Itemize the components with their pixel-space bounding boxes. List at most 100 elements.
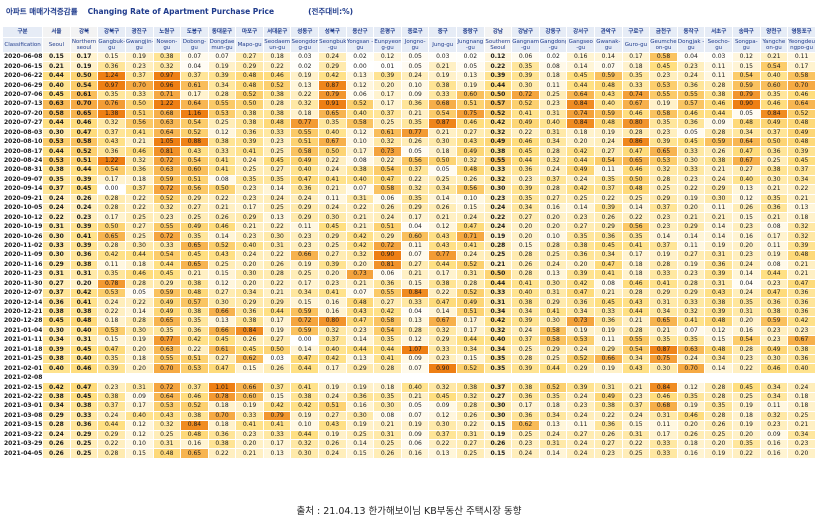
heatmap-cell: 0.43: [704, 287, 733, 299]
heatmap-cell: 0.47: [731, 146, 761, 157]
heatmap-cell: 0.24: [318, 51, 347, 63]
heatmap-cell: 0.65: [180, 448, 209, 459]
heatmap-cell: 0.35: [511, 61, 540, 72]
heatmap-cell: 0.31: [69, 335, 99, 346]
heatmap-cell: 0.37: [124, 184, 154, 195]
heatmap-cell: 0.32: [290, 99, 320, 110]
column-header-english: Mapo-gu: [235, 37, 264, 53]
heatmap-cell: 0.21: [759, 212, 789, 223]
heatmap-cell: 0.39: [483, 70, 513, 82]
heatmap-cell: 0.26: [373, 202, 402, 214]
heatmap-cell: 0.11: [704, 61, 733, 72]
heatmap-cell: 0.19: [400, 420, 430, 431]
heatmap-cell: 0.44: [483, 80, 513, 91]
heatmap-cell: 0.41: [676, 316, 706, 327]
heatmap-cell: 0.19: [345, 420, 375, 431]
heatmap-cell: 0.36: [511, 165, 540, 176]
heatmap-cell: [318, 372, 347, 384]
heatmap-cell: 0.10: [345, 136, 375, 148]
heatmap-cell: 0.42: [97, 250, 126, 261]
heatmap-cell: 0.51: [456, 306, 485, 318]
heatmap-cell: 0.39: [69, 221, 99, 233]
heatmap-cell: 0.22: [400, 174, 430, 186]
column-header-korean: 강동구: [538, 26, 568, 38]
heatmap-cell: 0.47: [97, 344, 126, 356]
heatmap-cell: 0.36: [594, 316, 623, 327]
column-header-korean: 강남구: [511, 26, 540, 38]
heatmap-cell: 0.59: [594, 70, 623, 82]
heatmap-cell: 0.25: [290, 269, 320, 280]
heatmap-cell: [566, 372, 596, 384]
heatmap-cell: 0.30: [759, 174, 789, 186]
heatmap-cell: 0.19: [731, 401, 761, 412]
heatmap-cell: 0.43: [207, 250, 237, 261]
heatmap-cell: 0.56: [400, 155, 430, 167]
heatmap-cell: 0.35: [400, 193, 430, 205]
heatmap-cell: 0.24: [235, 155, 264, 167]
heatmap-cell: 0.23: [787, 325, 816, 337]
heatmap-cell: 0.54: [373, 325, 402, 337]
table-row: 2020-10-12 0.22 0.23 0.17 0.25 0.23 0.25 0.26 0.…: [1, 212, 816, 223]
heatmap-cell: 0.04: [676, 51, 706, 63]
heatmap-cell: 0.45: [69, 344, 99, 356]
heatmap-cell: 0.29: [566, 363, 596, 374]
heatmap-cell: 0.14: [207, 231, 237, 242]
heatmap-cell: 0.33: [649, 269, 678, 280]
heatmap-cell: 0.21: [180, 269, 209, 280]
heatmap-cell: 0.23: [538, 99, 568, 110]
heatmap-cell: [456, 372, 485, 384]
row-date: 2020-06-22: [1, 70, 44, 82]
heatmap-cell: 0.31: [538, 127, 568, 138]
heatmap-cell: 0.18: [428, 146, 458, 157]
row-date: 2021-03-29: [1, 438, 44, 450]
heatmap-cell: 0.24: [511, 448, 540, 459]
heatmap-cell: 0.84: [649, 382, 678, 393]
heatmap-cell: 0.24: [318, 391, 347, 403]
heatmap-cell: 0.50: [235, 99, 264, 110]
heatmap-cell: 0.01: [373, 61, 402, 72]
heatmap-cell: 0.24: [538, 259, 568, 271]
heatmap-cell: 0.45: [42, 316, 71, 327]
heatmap-cell: 0.48: [152, 448, 182, 459]
heatmap-cell: 0.24: [511, 325, 540, 337]
table-row: 2021-01-04 0.30 0.40 0.53 0.30 0.35 0.36 0.66 0.…: [1, 325, 816, 337]
heatmap-cell: 0.52: [456, 259, 485, 271]
heatmap-cell: 0.13: [345, 70, 375, 82]
heatmap-cell: 0.54: [731, 70, 761, 82]
heatmap-cell: 0.40: [731, 174, 761, 186]
column-header-english: Gwanak-gu: [594, 37, 623, 53]
heatmap-cell: 0.31: [42, 269, 71, 280]
heatmap-cell: 0.35: [235, 174, 264, 186]
heatmap-cell: 0.36: [759, 146, 789, 157]
heatmap-cell: 0.04: [731, 278, 761, 289]
heatmap-cell: 0.32: [649, 165, 678, 176]
heatmap-cell: 0.28: [456, 401, 485, 412]
heatmap-cell: 0.47: [207, 363, 237, 374]
heatmap-cell: 0.49: [483, 136, 513, 148]
heatmap-cell: 0.23: [69, 212, 99, 223]
heatmap-cell: 0.22: [345, 202, 375, 214]
heatmap-cell: 0.90: [731, 99, 761, 110]
heatmap-cell: 0.36: [400, 99, 430, 110]
heatmap-cell: 0.79: [318, 89, 347, 101]
row-header-korean: 구분: [1, 26, 44, 38]
heatmap-cell: 0.36: [69, 250, 99, 261]
heatmap-cell: 0.29: [97, 429, 126, 440]
heatmap-cell: 0.38: [207, 136, 237, 148]
heatmap-cell: 0.49: [180, 221, 209, 233]
heatmap-cell: 0.35: [649, 118, 678, 129]
heatmap-cell: 0.23: [290, 231, 320, 242]
heatmap-cell: 0.22: [731, 448, 761, 459]
heatmap-cell: [124, 372, 154, 384]
heatmap-cell: 0.33: [483, 287, 513, 299]
heatmap-cell: 0.53: [97, 325, 126, 337]
heatmap-cell: 0.30: [124, 325, 154, 337]
heatmap-cell: 1.22: [97, 155, 126, 167]
heatmap-cell: 0.15: [400, 278, 430, 289]
column-header-english: Dongjak -gu: [676, 37, 706, 53]
heatmap-cell: 0.39: [787, 240, 816, 252]
heatmap-cell: 0.13: [262, 212, 292, 223]
heatmap-cell: 0.81: [152, 146, 182, 157]
heatmap-cell: 0.21: [428, 61, 458, 72]
heatmap-cell: 0.24: [787, 382, 816, 393]
